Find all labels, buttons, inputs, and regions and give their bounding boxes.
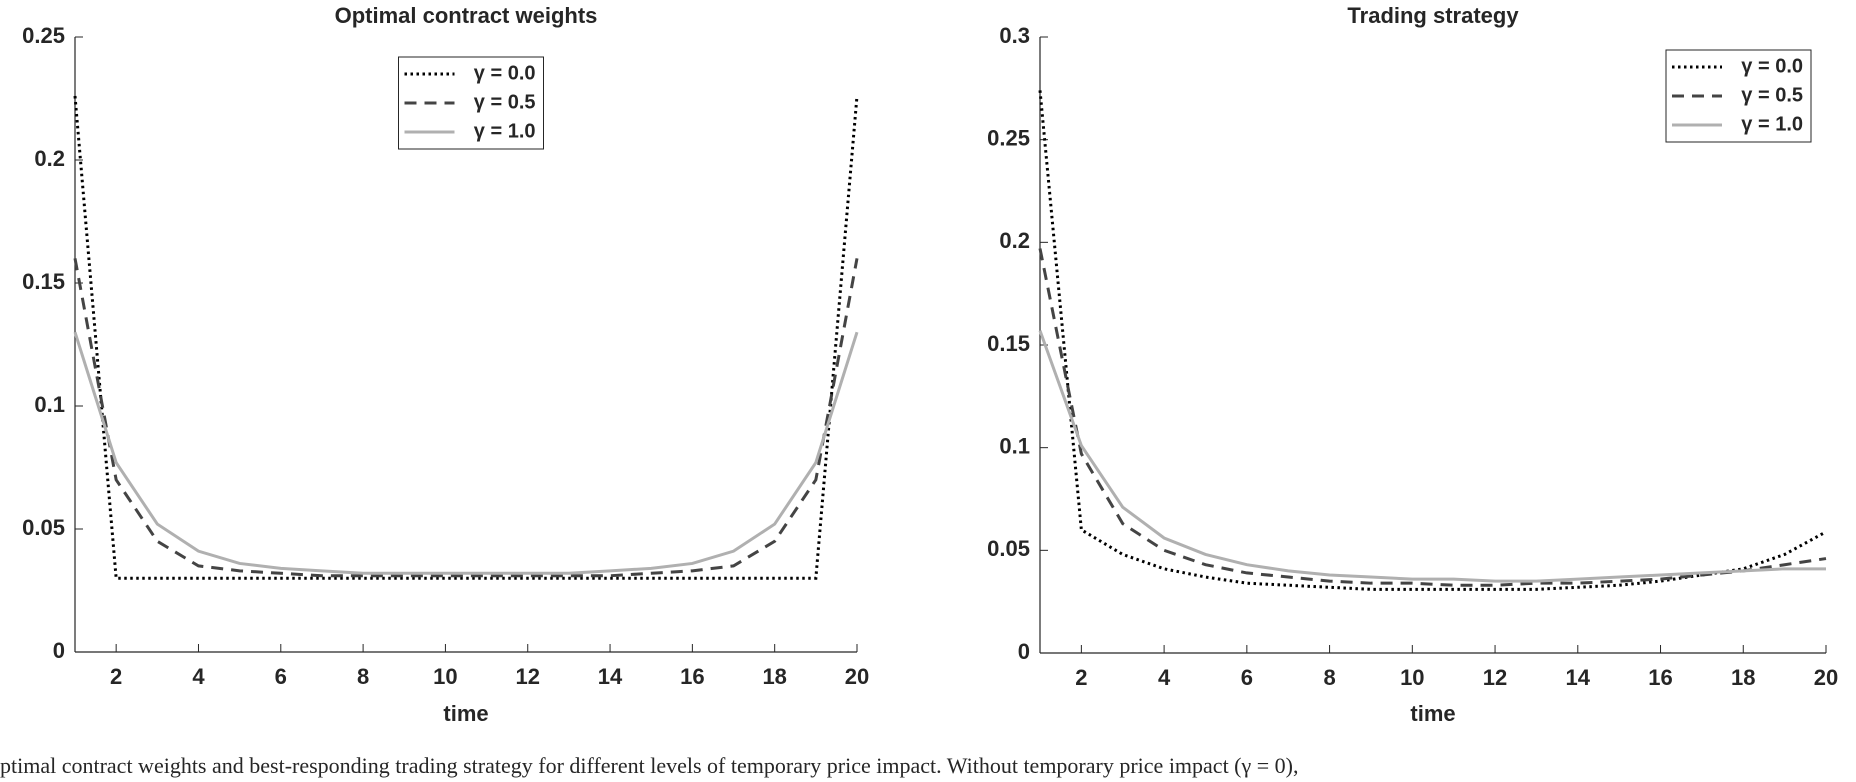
y-tick-label: 0.15 [987,331,1030,356]
series-line [1038,330,1826,583]
legend-label: γ = 0.5 [474,91,536,113]
x-tick-label: 20 [1814,665,1838,690]
chart-title: Trading strategy [1347,3,1519,28]
x-tick-label: 4 [1158,665,1171,690]
legend-label: γ = 1.0 [1741,113,1803,135]
y-tick-label: 0 [53,638,65,663]
x-tick-label: 14 [1566,665,1591,690]
x-tick-label: 8 [357,664,369,689]
x-tick-label: 4 [192,664,205,689]
chart-title: Optimal contract weights [335,3,598,28]
y-tick-label: 0.05 [987,536,1030,561]
y-tick-label: 0.25 [987,125,1030,150]
y-tick-label: 0.1 [999,433,1030,458]
x-axis-label: time [1410,701,1455,726]
x-tick-label: 8 [1323,665,1335,690]
x-tick-label: 2 [1075,665,1087,690]
caption: ptimal contract weights and best-respond… [0,753,1298,778]
y-tick-label: 0.15 [22,269,65,294]
series-line [73,95,859,580]
legend-label: γ = 0.0 [474,62,536,84]
x-tick-label: 6 [275,664,287,689]
y-tick-label: 0.05 [22,515,65,540]
x-tick-label: 10 [433,664,457,689]
x-tick-label: 14 [598,664,623,689]
legend-label: γ = 0.5 [1741,84,1803,106]
y-tick-label: 0.3 [999,23,1030,48]
y-tick-label: 0.2 [999,228,1030,253]
x-tick-label: 12 [515,664,539,689]
y-tick-label: 0.1 [34,392,65,417]
x-tick-label: 2 [110,664,122,689]
y-tick-label: 0.2 [34,146,65,171]
x-tick-label: 6 [1241,665,1253,690]
x-axis-label: time [443,701,488,726]
series-line [1038,248,1827,587]
legend-box [398,56,544,150]
series-line [73,331,859,575]
x-tick-label: 18 [1731,665,1755,690]
y-tick-label: 0 [1018,639,1030,664]
x-tick-label: 12 [1483,665,1507,690]
series-line [73,258,859,578]
legend: γ = 0.0 γ = 0.5 γ = 1.0 [1665,49,1812,143]
legend: γ = 0.0 γ = 0.5 γ = 1.0 [398,56,544,150]
x-tick-label: 20 [845,664,869,689]
legend-label: γ = 0.0 [1741,55,1803,77]
x-tick-label: 18 [762,664,786,689]
x-tick-label: 10 [1400,665,1424,690]
x-tick-label: 16 [1648,665,1672,690]
legend-label: γ = 1.0 [474,120,536,142]
y-tick-label: 0.25 [22,23,65,48]
legend-box [1665,49,1812,143]
x-tick-label: 16 [680,664,704,689]
series-line [1038,90,1827,591]
